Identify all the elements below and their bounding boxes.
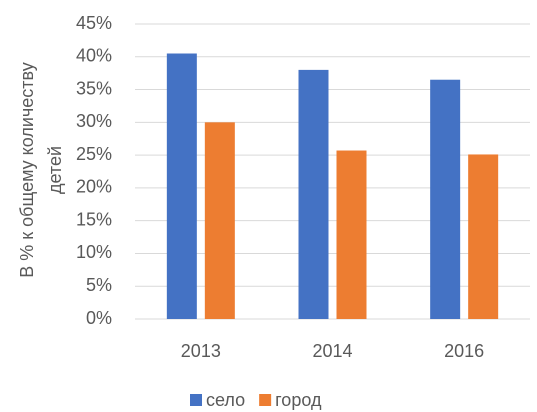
bar xyxy=(430,79,461,319)
bar xyxy=(166,53,197,319)
legend-label: село xyxy=(206,390,245,410)
y-tick-label: 45% xyxy=(76,13,112,33)
y-tick-label: 15% xyxy=(76,209,112,229)
y-tick-label: 25% xyxy=(76,144,112,164)
x-tick-label: 2014 xyxy=(312,341,352,361)
y-axis-title: В % к общему количеству детей xyxy=(17,62,65,277)
y-tick-label: 0% xyxy=(86,308,112,328)
bar xyxy=(298,69,329,319)
y-tick-label: 30% xyxy=(76,111,112,131)
bar xyxy=(336,150,367,319)
y-axis-title-line: детей xyxy=(45,146,65,194)
bar xyxy=(204,122,235,319)
legend-swatch xyxy=(190,394,202,406)
y-tick-label: 20% xyxy=(76,177,112,197)
x-tick-label: 2013 xyxy=(181,341,221,361)
y-tick-label: 35% xyxy=(76,78,112,98)
legend-label: город xyxy=(275,390,322,410)
legend-swatch xyxy=(259,394,272,406)
x-tick-label: 2016 xyxy=(444,341,484,361)
y-tick-label: 5% xyxy=(86,275,112,295)
y-tick-label: 40% xyxy=(76,46,112,66)
y-tick-label: 10% xyxy=(76,242,112,262)
y-axis-title-line: В % к общему количеству xyxy=(17,62,37,277)
bar xyxy=(468,154,499,319)
